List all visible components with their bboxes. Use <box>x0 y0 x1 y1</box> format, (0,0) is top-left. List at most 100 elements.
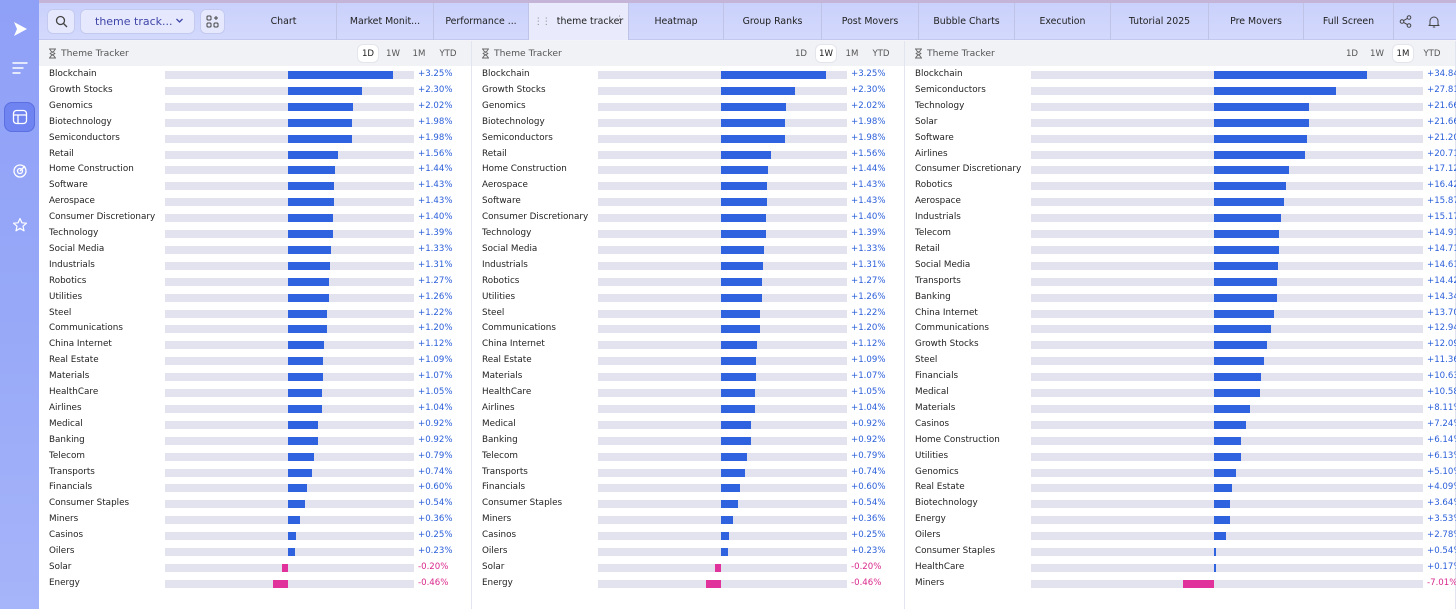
theme-row[interactable]: Biotechnology +1.98% <box>39 115 471 131</box>
theme-row[interactable]: HealthCare +1.05% <box>39 385 471 401</box>
theme-row[interactable]: Industrials +1.31% <box>39 258 471 274</box>
tab-market-monit[interactable]: Market Monit... <box>337 3 434 40</box>
tab-full-screen[interactable]: Full Screen <box>1304 3 1394 40</box>
theme-row[interactable]: Oilers +0.23% <box>39 544 471 560</box>
theme-row[interactable]: Steel +1.22% <box>472 306 904 322</box>
theme-row[interactable]: China Internet +1.12% <box>39 337 471 353</box>
theme-row[interactable]: Transports +0.74% <box>39 465 471 481</box>
theme-row[interactable]: Telecom +14.91% <box>905 226 1456 242</box>
theme-row[interactable]: Oilers +0.23% <box>472 544 904 560</box>
theme-row[interactable]: China Internet +13.70% <box>905 306 1456 322</box>
theme-row[interactable]: Communications +1.20% <box>39 321 471 337</box>
theme-row[interactable]: Banking +14.34% <box>905 290 1456 306</box>
theme-row[interactable]: Growth Stocks +2.30% <box>39 83 471 99</box>
theme-row[interactable]: Energy -0.46% <box>472 576 904 592</box>
theme-row[interactable]: Casinos +7.24% <box>905 417 1456 433</box>
theme-row[interactable]: Real Estate +1.09% <box>39 353 471 369</box>
range-1w-button[interactable]: 1W <box>1370 48 1384 59</box>
theme-row[interactable]: Growth Stocks +2.30% <box>472 83 904 99</box>
range-ytd-button[interactable]: YTD <box>1423 48 1441 59</box>
range-1d-button[interactable]: 1D <box>358 45 378 62</box>
theme-row[interactable]: HealthCare +1.05% <box>472 385 904 401</box>
theme-row[interactable]: Materials +1.07% <box>472 369 904 385</box>
tab-group-ranks[interactable]: Group Ranks <box>724 3 822 40</box>
theme-row[interactable]: Materials +8.11% <box>905 401 1456 417</box>
logo-play-icon[interactable] <box>4 14 35 44</box>
widgets-button[interactable] <box>200 9 225 34</box>
theme-row[interactable]: Retail +14.71% <box>905 242 1456 258</box>
theme-row[interactable]: Transports +14.42% <box>905 274 1456 290</box>
theme-row[interactable]: Energy +3.53% <box>905 512 1456 528</box>
theme-row[interactable]: Solar -0.20% <box>39 560 471 576</box>
theme-row[interactable]: Miners -7.01% <box>905 576 1456 592</box>
theme-row[interactable]: Retail +1.56% <box>472 147 904 163</box>
theme-row[interactable]: Technology +21.66% <box>905 99 1456 115</box>
tab-menu-icon[interactable]: ⋮ <box>615 15 624 25</box>
theme-row[interactable]: Telecom +0.79% <box>472 449 904 465</box>
theme-row[interactable]: China Internet +1.12% <box>472 337 904 353</box>
theme-row[interactable]: Transports +0.74% <box>472 465 904 481</box>
theme-row[interactable]: Financials +0.60% <box>472 480 904 496</box>
layout-panels-icon[interactable] <box>4 102 35 132</box>
theme-row[interactable]: Consumer Discretionary +1.40% <box>39 210 471 226</box>
theme-row[interactable]: Robotics +1.27% <box>472 274 904 290</box>
theme-row[interactable]: Consumer Staples +0.54% <box>472 496 904 512</box>
theme-row[interactable]: Industrials +1.31% <box>472 258 904 274</box>
range-ytd-button[interactable]: YTD <box>872 48 890 59</box>
theme-row[interactable]: Home Construction +1.44% <box>39 162 471 178</box>
menu-lines-icon[interactable] <box>4 53 35 83</box>
theme-row[interactable]: Blockchain +34.84% <box>905 67 1456 83</box>
theme-row[interactable]: Growth Stocks +12.09% <box>905 337 1456 353</box>
tab-theme-tracker[interactable]: ⋮⋮ theme tracker ⋮ <box>529 3 629 40</box>
theme-row[interactable]: Social Media +1.33% <box>39 242 471 258</box>
theme-row[interactable]: Social Media +14.61% <box>905 258 1456 274</box>
theme-row[interactable]: Airlines +1.04% <box>39 401 471 417</box>
theme-row[interactable]: Semiconductors +1.98% <box>39 131 471 147</box>
theme-row[interactable]: Utilities +6.13% <box>905 449 1456 465</box>
theme-row[interactable]: Energy -0.46% <box>39 576 471 592</box>
theme-row[interactable]: Robotics +1.27% <box>39 274 471 290</box>
theme-row[interactable]: Telecom +0.79% <box>39 449 471 465</box>
theme-row[interactable]: Casinos +0.25% <box>39 528 471 544</box>
range-1d-button[interactable]: 1D <box>1345 48 1359 59</box>
theme-row[interactable]: Home Construction +6.14% <box>905 433 1456 449</box>
theme-row[interactable]: Biotechnology +3.64% <box>905 496 1456 512</box>
notifications-button[interactable] <box>1423 9 1445 33</box>
tab-post-movers[interactable]: Post Movers <box>822 3 919 40</box>
theme-row[interactable]: Steel +11.36% <box>905 353 1456 369</box>
theme-row[interactable]: Semiconductors +1.98% <box>472 131 904 147</box>
theme-row[interactable]: Steel +1.22% <box>39 306 471 322</box>
theme-row[interactable]: Materials +1.07% <box>39 369 471 385</box>
theme-row[interactable]: Utilities +1.26% <box>39 290 471 306</box>
target-icon[interactable] <box>4 156 35 186</box>
theme-row[interactable]: Genomics +5.10% <box>905 465 1456 481</box>
theme-row[interactable]: Social Media +1.33% <box>472 242 904 258</box>
theme-row[interactable]: Industrials +15.17% <box>905 210 1456 226</box>
star-icon[interactable] <box>4 210 35 240</box>
share-button[interactable] <box>1394 9 1416 33</box>
layout-select[interactable]: theme track... <box>80 9 195 34</box>
theme-row[interactable]: Consumer Discretionary +17.12% <box>905 162 1456 178</box>
tab-execution[interactable]: Execution <box>1015 3 1111 40</box>
tab-pre-movers[interactable]: Pre Movers <box>1209 3 1304 40</box>
range-1w-button[interactable]: 1W <box>816 45 836 62</box>
theme-row[interactable]: Aerospace +1.43% <box>472 178 904 194</box>
theme-row[interactable]: Software +1.43% <box>472 194 904 210</box>
theme-row[interactable]: Biotechnology +1.98% <box>472 115 904 131</box>
theme-row[interactable]: Banking +0.92% <box>39 433 471 449</box>
theme-row[interactable]: Casinos +0.25% <box>472 528 904 544</box>
drag-handle-icon[interactable]: ⋮⋮ <box>533 16 551 27</box>
range-ytd-button[interactable]: YTD <box>439 48 457 59</box>
theme-row[interactable]: Aerospace +1.43% <box>39 194 471 210</box>
theme-row[interactable]: Semiconductors +27.81% <box>905 83 1456 99</box>
theme-row[interactable]: Miners +0.36% <box>39 512 471 528</box>
theme-row[interactable]: Retail +1.56% <box>39 147 471 163</box>
tab-chart[interactable]: Chart <box>231 3 337 40</box>
theme-row[interactable]: Genomics +2.02% <box>472 99 904 115</box>
theme-row[interactable]: Medical +0.92% <box>472 417 904 433</box>
range-1w-button[interactable]: 1W <box>386 48 400 59</box>
theme-row[interactable]: Aerospace +15.87% <box>905 194 1456 210</box>
theme-row[interactable]: Oilers +2.78% <box>905 528 1456 544</box>
theme-row[interactable]: Real Estate +1.09% <box>472 353 904 369</box>
theme-row[interactable]: Medical +0.92% <box>39 417 471 433</box>
